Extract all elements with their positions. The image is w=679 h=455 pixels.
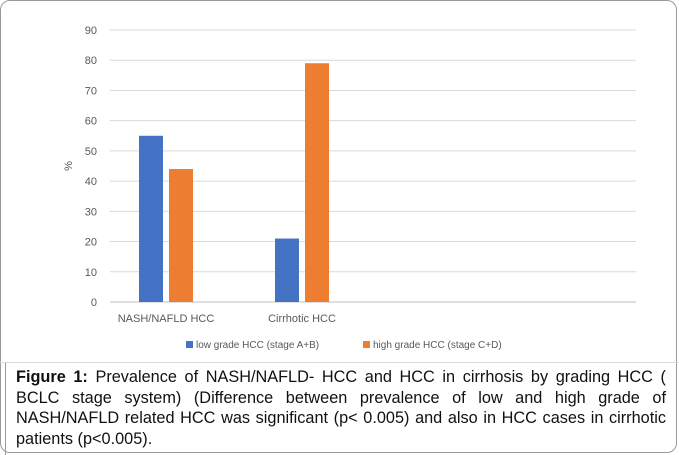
chart-area: 0 10 20 30 40 50 60 70 80 90% NASH/NAFLD HCC Cirrho…: [0, 25, 679, 363]
legend-swatch: [186, 341, 193, 348]
frame-rule: [5, 362, 6, 455]
y-tick-label: 60: [85, 116, 97, 128]
y-tick-label: 90: [85, 25, 97, 37]
bar-high-grade: [305, 63, 329, 302]
figure-caption: Figure 1: Prevalence of NASH/NAFLD- HCC …: [16, 367, 666, 449]
legend-label: low grade HCC (stage A+B): [196, 340, 319, 351]
y-tick-label: 0: [91, 297, 97, 309]
y-tick-label: 10: [85, 267, 97, 279]
y-tick-label: 80: [85, 55, 97, 67]
x-category-label: Cirrhotic HCC: [268, 313, 336, 325]
bar-low-grade: [139, 135, 163, 302]
legend-label: high grade HCC (stage C+D): [373, 340, 502, 351]
bar-low-grade: [275, 238, 299, 302]
legend-swatch: [363, 341, 370, 348]
y-tick-label: 70: [85, 85, 97, 97]
bar-high-grade: [169, 169, 193, 302]
y-tick-label: 40: [85, 176, 97, 188]
x-category-label: NASH/NAFLD HCC: [118, 313, 215, 325]
y-tick-label: 20: [85, 237, 97, 249]
y-axis-label: %: [63, 161, 75, 171]
caption-text: Prevalence of NASH/NAFLD- HCC and HCC in…: [16, 368, 666, 448]
y-tick-label: 30: [85, 206, 97, 218]
caption-label: Figure 1:: [16, 368, 88, 386]
y-tick-label: 50: [85, 146, 97, 158]
bar-chart: 0 10 20 30 40 50 60 70 80 90% NASH/NAFLD HCC Cirrho…: [63, 25, 636, 351]
